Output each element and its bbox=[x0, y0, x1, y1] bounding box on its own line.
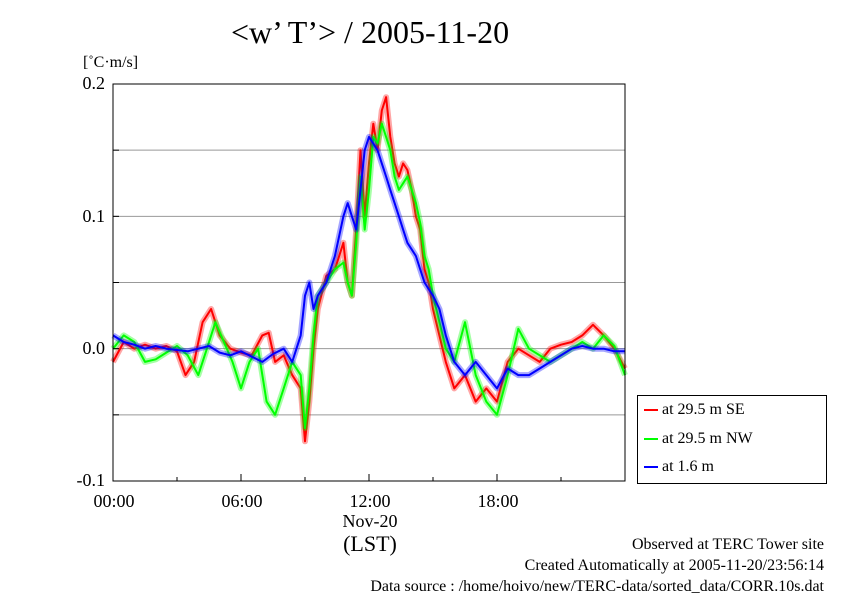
axis-ticks bbox=[112, 83, 626, 482]
series-lines bbox=[110, 94, 628, 445]
series-line-1 bbox=[112, 122, 626, 430]
legend: at 29.5 m SE at 29.5 m NW at 1.6 m bbox=[637, 395, 827, 484]
x-tick-label: 12:00 bbox=[349, 491, 391, 511]
legend-swatch-blue bbox=[644, 466, 658, 468]
legend-label: at 1.6 m bbox=[662, 458, 714, 475]
x-axis-label: (LST) bbox=[343, 531, 397, 556]
x-tick-label: 18:00 bbox=[477, 491, 519, 511]
chart-title: <w’ T’> / 2005-11-20 bbox=[230, 14, 510, 50]
legend-swatch-red bbox=[644, 409, 658, 411]
legend-label: at 29.5 m NW bbox=[662, 430, 753, 447]
legend-label: at 29.5 m SE bbox=[662, 401, 745, 418]
y-tick-label: 0.0 bbox=[82, 338, 106, 358]
legend-swatch-green bbox=[644, 438, 658, 440]
legend-item: at 29.5 m SE bbox=[644, 400, 745, 420]
y-axis-unit-label: [˚C·m/s] bbox=[83, 54, 139, 71]
x-tick-label: 00:00 bbox=[93, 491, 135, 511]
legend-item: at 29.5 m NW bbox=[644, 429, 753, 449]
footer-created: Created Automatically at 2005-11-20/23:5… bbox=[524, 557, 824, 574]
series-line-2 bbox=[112, 135, 625, 390]
series-line-halo-1 bbox=[110, 120, 628, 432]
series-line-halo-0 bbox=[110, 94, 628, 445]
y-tick-label: -0.1 bbox=[76, 470, 106, 490]
x-tick-label: 06:00 bbox=[221, 491, 263, 511]
y-tick-label: 0.1 bbox=[82, 206, 106, 226]
legend-item: at 1.6 m bbox=[644, 457, 714, 477]
footer-site: Observed at TERC Tower site bbox=[631, 536, 824, 553]
x-axis-date-label: Nov-20 bbox=[342, 511, 398, 531]
y-tick-label: 0.2 bbox=[82, 73, 106, 93]
footer-source: Data source : /home/hoivo/new/TERC-data/… bbox=[370, 578, 824, 595]
